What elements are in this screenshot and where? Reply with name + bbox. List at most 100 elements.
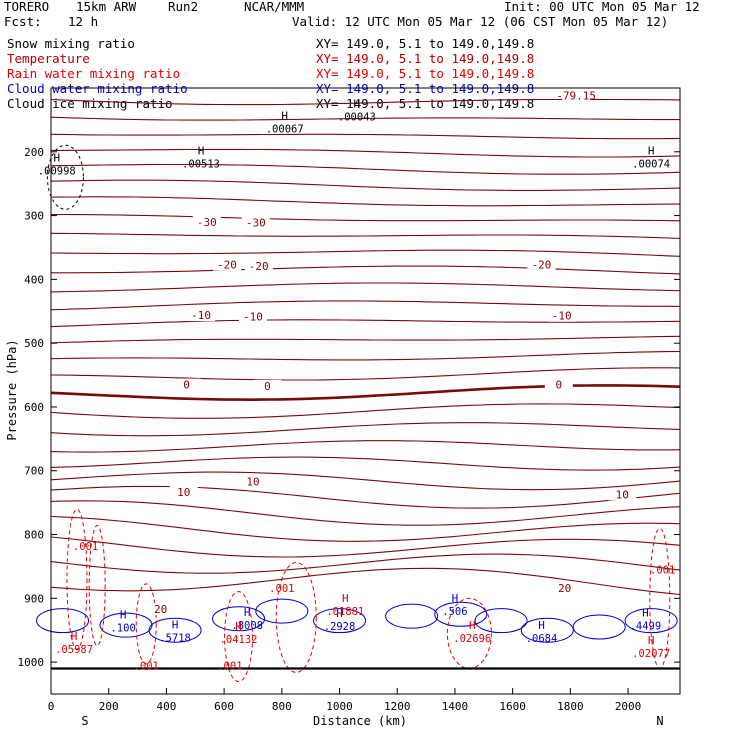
y-axis-label: Pressure (hPa) [5, 339, 19, 440]
maximum-marker: H [244, 606, 251, 619]
maximum-marker: H [120, 608, 127, 621]
temperature-label: -10 [552, 310, 572, 323]
legend-cloud-ice: Cloud ice mixing ratio [7, 96, 173, 111]
x-tick-label: 1000 [326, 700, 353, 713]
maximum-value: .4499 [630, 620, 662, 632]
chart-labels: -79.15 -30 -30 -20 -20 -20 -10 -10 -10 0 0 0 10 10 10 2… [38, 89, 675, 672]
rain-contour [224, 591, 254, 683]
x-axis-label: Distance (km) [313, 714, 407, 728]
y-tick-label: 600 [24, 401, 44, 414]
isotherm-line [50, 485, 681, 509]
legend-temperature-xy: XY= 149.0, 5.1 to 149.0,149.8 [316, 51, 535, 66]
isotherm-line [50, 163, 681, 175]
isotherm-line [50, 515, 681, 542]
y-tick-label: 700 [24, 465, 44, 478]
x-tick-label: 800 [272, 700, 292, 713]
temperature-label: 20 [558, 582, 571, 595]
maximum-marker: H [336, 607, 343, 620]
isotherm-line [50, 249, 681, 257]
header: TORERO 15km ARW Run2 NCAR/MMM Init: 00 U… [0, 0, 740, 112]
temperature-label: 10 [177, 486, 190, 499]
maximum-value: .00513 [182, 159, 220, 171]
y-tick-label: 500 [24, 337, 44, 350]
isotherm-line [50, 422, 681, 437]
isotherm-line [50, 232, 681, 239]
rain-contour [275, 561, 317, 673]
isotherm-line [50, 196, 680, 207]
cloud-water-contour [212, 606, 266, 632]
run-name: Run2 [168, 0, 199, 14]
temperature-label: 0 [556, 379, 563, 392]
temperature-label-bg [213, 258, 242, 271]
temperature-label: 20 [154, 603, 167, 616]
cloud-water-contour [255, 598, 309, 624]
x-tick-label: 200 [99, 700, 119, 713]
x-tick-label: 600 [214, 700, 234, 713]
fcst-label: Fcst: [4, 14, 42, 29]
y-tick-label: 900 [24, 592, 44, 605]
maximum-value: .00043 [338, 111, 376, 123]
maximum-marker: H [172, 619, 179, 632]
x-tick-label: 1400 [442, 700, 469, 713]
temperature-label-bg [562, 89, 591, 102]
cloud-water-contour [520, 617, 574, 643]
organization: NCAR/MMM [244, 0, 305, 14]
isotherm-line [50, 440, 681, 453]
maximum-value: .00067 [266, 124, 304, 136]
maximum-marker: H [648, 145, 655, 158]
temperature-label-bg [169, 485, 198, 498]
temperature-label-bg [192, 215, 221, 228]
cloud-features [36, 144, 678, 683]
cloud-water-contour [474, 608, 528, 634]
legend-temperature: Temperature [7, 51, 90, 66]
resolution: 15km ARW [76, 0, 137, 14]
temperature-label-bg [547, 309, 576, 322]
x-tick-label: 0 [48, 700, 55, 713]
temperature-label-bg [244, 259, 273, 272]
maximum-marker: H [642, 606, 649, 619]
cloud-water-contour [313, 608, 367, 634]
maximum-marker: H [469, 619, 476, 632]
rain-contour [66, 508, 88, 650]
maximum-value: .5718 [159, 633, 191, 645]
maximum-marker: H [354, 97, 361, 110]
maximum-value: .00998 [38, 166, 76, 178]
temperature-label: -30 [246, 217, 266, 230]
valid-time: Valid: 12 UTC Mon 05 Mar 12 (06 CST Mon … [292, 14, 669, 29]
isotherm-line [50, 367, 681, 381]
x-tick-label: 1800 [557, 700, 584, 713]
temperature-label: -10 [243, 310, 263, 323]
legend-snow-xy: XY= 149.0, 5.1 to 149.0,149.8 [316, 36, 535, 51]
temperature-label: -20 [249, 260, 269, 273]
cloud-water-contour [434, 601, 488, 627]
isotherm-line [50, 536, 681, 558]
maximum-marker: H [342, 592, 349, 605]
rain-contour-label: .001 [134, 660, 159, 672]
temperature-label-bg [172, 378, 201, 391]
maximum-marker: H [281, 110, 288, 123]
temperature-label-bg [241, 216, 270, 229]
cloud-water-contour [624, 608, 678, 634]
temperature-label-bg [527, 258, 556, 271]
isotherm-line [50, 553, 681, 574]
isotherm-line [50, 335, 681, 344]
endpoint-left: S [81, 714, 88, 728]
temperature-contours [50, 98, 681, 596]
rain-contour [135, 583, 157, 665]
maximum-marker: H [71, 630, 78, 643]
isotherm-line [50, 456, 681, 471]
cloud-water-contour [572, 614, 626, 640]
cloud-water-contour [36, 608, 90, 634]
maximum-value: .8008 [231, 620, 263, 632]
temperature-label: -79.15 [556, 90, 596, 103]
temperature-label-bg [238, 475, 267, 488]
isotherm-line [50, 471, 681, 491]
temperature-label-bg [608, 488, 637, 501]
temperature-label-bg [550, 582, 579, 595]
legend-rain: Rain water mixing ratio [7, 66, 181, 81]
x-tick-label: 1200 [384, 700, 411, 713]
maximum-marker: H [452, 592, 459, 605]
isotherm-line [50, 300, 681, 311]
y-tick-label: 400 [24, 273, 44, 286]
